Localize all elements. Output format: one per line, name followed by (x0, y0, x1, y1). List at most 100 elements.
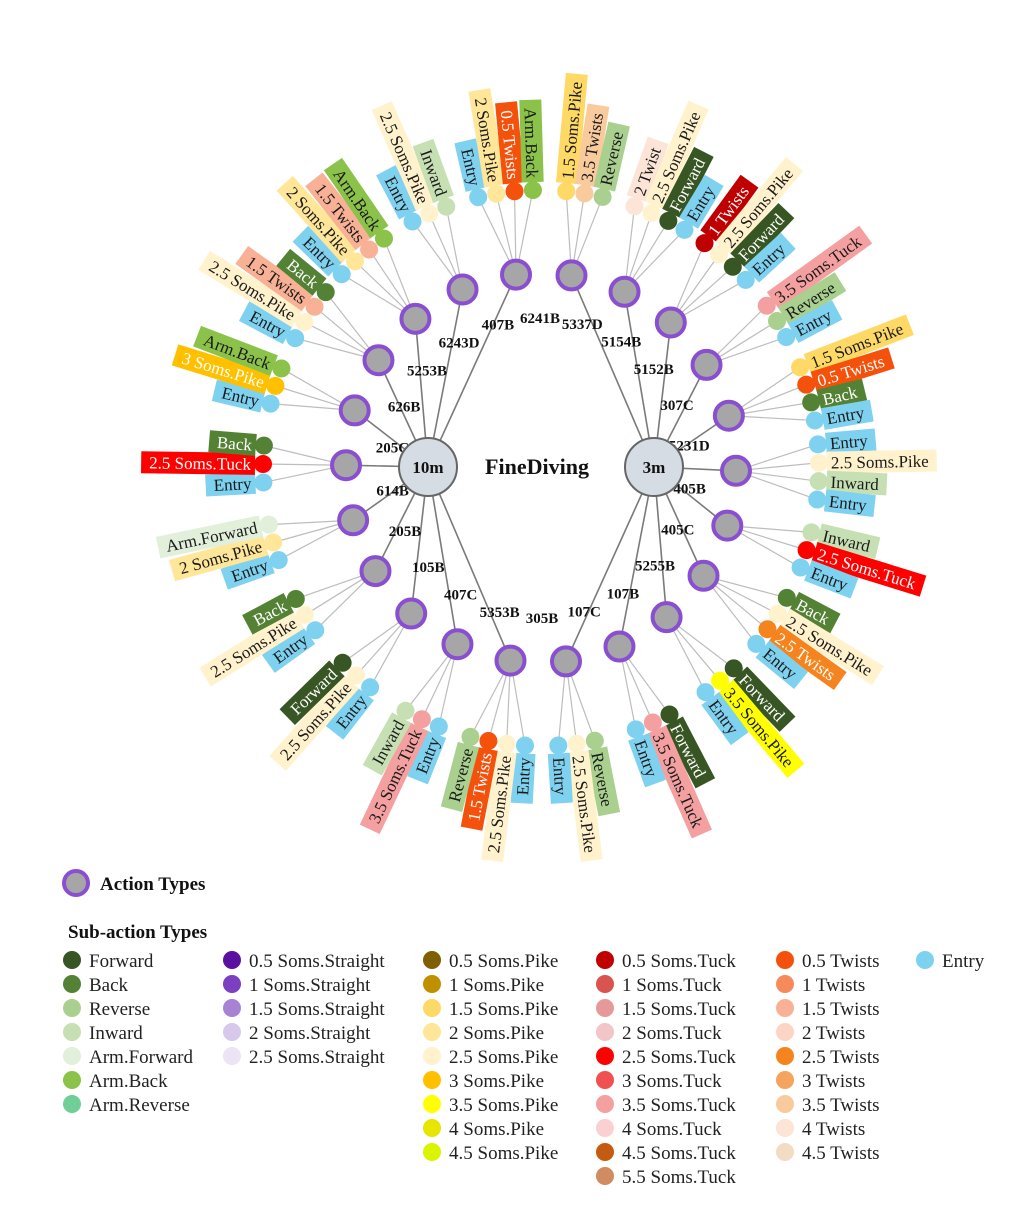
sub-action-dot (723, 257, 742, 276)
sub-action-tag-bg (788, 300, 843, 343)
sub-action-dot (469, 188, 488, 207)
action-node-5231d (712, 399, 745, 432)
sub-action-dot (710, 245, 729, 264)
sub-action-tag-bg (700, 174, 759, 244)
sub-action-tag-bg (716, 679, 805, 778)
edge-root-107c (618, 466, 655, 647)
legend-label: 4 Twists (802, 1119, 865, 1140)
legend-marker (776, 1023, 794, 1041)
action-code-5152b: 5152B (634, 362, 674, 378)
sub-action-tag-bg (235, 245, 315, 312)
legend: Action Types Sub-action Types Forward Bac… (62, 869, 985, 1188)
sub-action-tag-bg (155, 515, 264, 559)
legend-label: 2 Soms.Tuck (622, 1023, 722, 1044)
sub-action-tag-bg (468, 88, 506, 188)
sub-action-dot (346, 252, 365, 271)
sub-action-dot (437, 197, 456, 216)
legend-marker (63, 951, 81, 969)
sub-action-tag: Entry (510, 752, 536, 804)
action-node-307c (690, 348, 723, 381)
sub-action-dot (736, 270, 755, 289)
sub-action-dot (642, 203, 661, 222)
sub-action-tag-bg (171, 344, 272, 395)
action-code-614b: 614B (376, 483, 409, 499)
sub-action-dot (261, 394, 280, 413)
legend-marker (63, 999, 81, 1017)
sub-action-dot (305, 297, 324, 316)
action-code-6241b: 6241B (520, 311, 560, 327)
root-node-10m (398, 437, 458, 497)
sub-action-dot (396, 701, 415, 720)
sub-action-dot (264, 533, 283, 552)
sub-action-tag-bg (816, 523, 881, 559)
legend-marker (223, 1023, 241, 1041)
sub-action-tag-bg (169, 534, 269, 582)
action-code-5255b: 5255B (635, 559, 675, 575)
sub-action-dot (757, 296, 776, 315)
sub-action-tag-bg (407, 729, 447, 785)
sub-action-dot (805, 411, 824, 430)
action-code-205b: 205B (389, 524, 422, 540)
sub-action-tag-bg (325, 686, 374, 740)
sub-action-tag-bg (198, 250, 304, 328)
legend-label: 0.5 Twists (802, 951, 880, 972)
legend-marker (776, 1143, 794, 1161)
action-node-5255b (687, 559, 720, 592)
action-code-626b: 626B (388, 400, 421, 416)
sub-action-dot (557, 182, 576, 201)
sub-action-dot (306, 621, 325, 640)
legend-marker (423, 1119, 441, 1137)
sub-action-label: Entry (828, 492, 868, 515)
action-node-614b (337, 504, 370, 537)
action-code-107c: 107C (568, 605, 601, 621)
sub-action-dot (461, 727, 480, 746)
sub-action-tag-bg (510, 752, 536, 804)
legend-label: 1.5 Soms.Tuck (622, 999, 736, 1020)
sub-action-dot (802, 393, 821, 412)
sub-action-tag-bg (359, 721, 429, 835)
legend-label: 3 Twists (802, 1071, 865, 1092)
sub-action-dot (675, 220, 694, 239)
action-code-305b: 305B (526, 611, 559, 627)
legend-sub-title: Sub-action Types (68, 922, 207, 943)
sub-action-dot (316, 283, 335, 302)
legend-label: 2 Twists (802, 1023, 865, 1044)
sub-action-dot (585, 731, 604, 750)
legend-label: 1 Soms.Tuck (622, 975, 722, 996)
sub-action-tag-bg (593, 121, 630, 192)
legend-action-title: Action Types (100, 874, 205, 895)
legend-marker (423, 1143, 441, 1161)
legend-marker (423, 1023, 441, 1041)
action-node-5152b (654, 306, 687, 339)
action-node-626b (338, 394, 371, 427)
legend-marker (223, 999, 241, 1017)
legend-label: 2 Soms.Pike (449, 1023, 544, 1044)
sub-action-dot (808, 435, 827, 454)
sub-action-dot (346, 666, 365, 685)
sub-action-dot (259, 515, 278, 534)
root-node-3m (624, 437, 684, 497)
action-node-107c (603, 630, 636, 663)
legend-marker (596, 999, 614, 1017)
action-code-407c: 407C (444, 588, 477, 604)
sub-action-label: Arm.Back (521, 108, 542, 179)
action-node-305b (549, 645, 582, 678)
sub-action-dot (403, 212, 422, 231)
sub-action-tag: Entry (820, 399, 874, 430)
sub-action-tag-bg (193, 325, 278, 376)
legend-label: Entry (942, 951, 985, 972)
legend-marker (916, 951, 934, 969)
sub-action-dot (711, 671, 730, 690)
sub-action-tag: Entry (823, 489, 876, 518)
action-node-205c (330, 449, 363, 482)
action-node-405c (711, 509, 744, 542)
sub-action-dot (777, 328, 796, 347)
legend-label: 0.5 Soms.Tuck (622, 951, 736, 972)
sub-action-dot (808, 490, 827, 509)
legend-label: 4 Soms.Pike (449, 1119, 544, 1140)
sub-action-dot (272, 359, 291, 378)
sub-action-tag-bg (208, 430, 257, 456)
action-node-405b (719, 454, 752, 487)
legend-label: 2.5 Soms.Pike (449, 1047, 558, 1068)
